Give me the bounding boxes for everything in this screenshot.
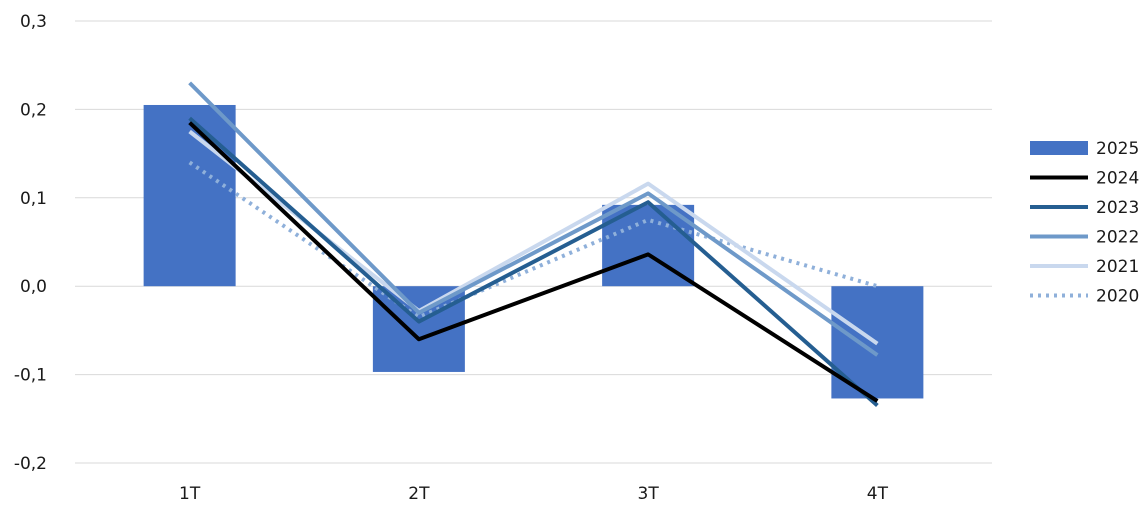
line-series bbox=[188, 81, 879, 408]
legend-label-2021: 2021 bbox=[1096, 257, 1139, 277]
x-tick-label: 4T bbox=[867, 484, 889, 504]
x-tick-label: 1T bbox=[179, 484, 201, 504]
y-tick-label: 0,2 bbox=[20, 100, 47, 120]
y-axis-tick-labels: 0,3 0,2 0,1 0,0 -0,1 -0,2 bbox=[14, 12, 47, 474]
legend-label-2025: 2025 bbox=[1096, 139, 1139, 159]
line-2023 bbox=[188, 116, 879, 408]
legend: 2025 2024 2023 2022 2021 2020 bbox=[1030, 139, 1139, 307]
legend-label-2022: 2022 bbox=[1096, 228, 1139, 248]
x-axis-tick-labels: 1T 2T 3T 4T bbox=[179, 484, 889, 504]
y-tick-label: -0,2 bbox=[14, 454, 47, 474]
line-2020 bbox=[188, 160, 878, 320]
y-tick-label: 0,1 bbox=[20, 189, 47, 209]
y-tick-label: 0,0 bbox=[20, 277, 47, 297]
line-2022 bbox=[188, 81, 879, 357]
legend-label-2024: 2024 bbox=[1096, 169, 1139, 189]
legend-label-2023: 2023 bbox=[1096, 198, 1139, 218]
x-tick-label: 2T bbox=[408, 484, 430, 504]
line-2024 bbox=[188, 121, 879, 403]
legend-label-2020: 2020 bbox=[1096, 287, 1139, 307]
legend-swatch-2025 bbox=[1030, 141, 1088, 155]
y-tick-label: 0,3 bbox=[20, 12, 47, 32]
bar-2025-1t bbox=[143, 104, 236, 287]
y-tick-label: -0,1 bbox=[14, 366, 47, 386]
x-tick-label: 3T bbox=[638, 484, 660, 504]
